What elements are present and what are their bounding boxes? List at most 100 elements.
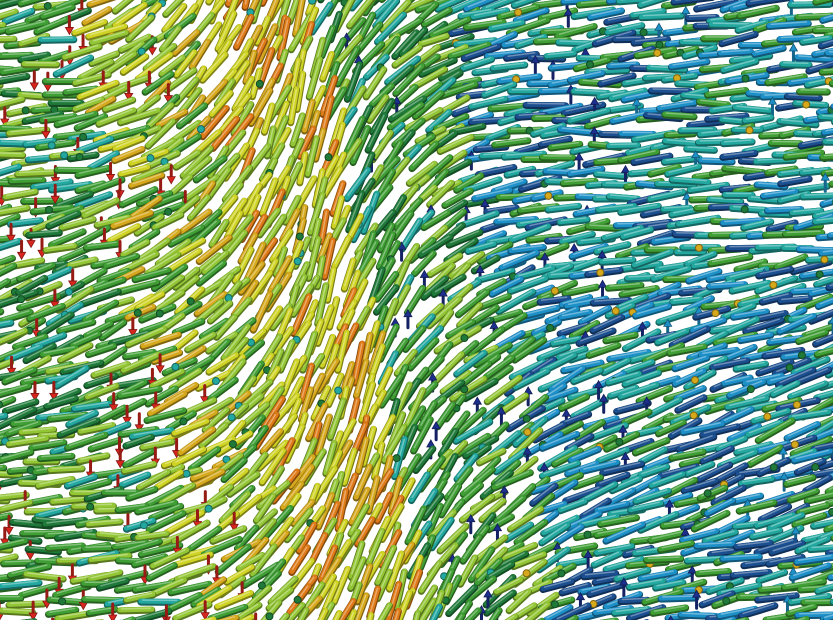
rod-glyph-highlight: [309, 59, 321, 95]
rod-glyph-body: [53, 129, 95, 139]
rod-glyph-body: [610, 111, 648, 124]
rod-glyph-highlight: [433, 18, 468, 34]
rod-glyph-highlight: [138, 54, 170, 77]
rod-glyph-body: [630, 8, 666, 18]
rod-glyph-body: [77, 79, 119, 100]
rod-glyph-highlight: [174, 31, 197, 52]
rod-glyph-highlight: [708, 113, 745, 119]
rod-glyph-body: [62, 43, 102, 60]
sphere-glyph: [211, 377, 220, 386]
rod-glyph-highlight: [437, 114, 466, 128]
rod-glyph-highlight: [485, 0, 508, 8]
sphere-glyph: [550, 286, 559, 295]
arrow-glyph-head: [767, 96, 778, 105]
rod-glyph-highlight: [37, 17, 67, 31]
rod-glyph-body: [720, 0, 754, 12]
rod-glyph-body: [453, 37, 498, 47]
sphere-glyph: [790, 440, 799, 449]
rod-glyph-body: [488, 19, 525, 31]
rod-glyph-highlight: [28, 9, 52, 20]
sphere-glyph: [171, 362, 180, 371]
rod-glyph-body: [609, 87, 648, 101]
sphere-glyph: [60, 151, 69, 160]
rod-glyph-highlight: [236, 16, 252, 45]
rod-glyph-body: [0, 131, 10, 137]
rod-glyph-highlight: [788, 93, 819, 98]
rod-glyph-body: [515, 112, 548, 119]
rod-glyph-highlight: [115, 0, 128, 9]
rod-glyph-highlight: [392, 97, 423, 118]
rod-glyph-highlight: [822, 39, 833, 45]
rod-glyph-highlight: [167, 14, 193, 35]
rod-glyph-highlight: [270, 117, 286, 153]
rod-glyph-body: [490, 61, 528, 71]
rod-glyph-highlight: [0, 152, 22, 155]
rod-glyph-highlight: [245, 51, 255, 80]
rod-glyph-highlight: [0, 88, 17, 92]
rod-glyph-body: [54, 110, 98, 127]
rod-glyph-highlight: [366, 68, 384, 95]
rod-glyph-body: [86, 23, 128, 39]
rod-glyph-body: [787, 75, 825, 85]
rod-glyph-highlight: [58, 112, 94, 124]
rod-glyph-body: [39, 113, 77, 123]
rod-glyph-highlight: [212, 91, 231, 113]
sphere-glyph: [79, 132, 88, 141]
rod-glyph-highlight: [43, 5, 72, 16]
rod-glyph-body: [385, 55, 421, 84]
rod-glyph-body: [735, 19, 769, 33]
rod-glyph-highlight: [740, 5, 776, 15]
rod-glyph-body: [544, 50, 577, 59]
rod-glyph-highlight: [795, 25, 822, 31]
rod-glyph-highlight: [75, 20, 104, 32]
arrow-glyph-head: [64, 27, 75, 36]
rod-glyph-body: [52, 0, 85, 12]
rod-glyph-highlight: [43, 114, 74, 120]
rod-glyph-highlight: [427, 78, 453, 101]
rod-glyph-highlight: [558, 24, 594, 35]
rod-glyph-highlight: [514, 0, 528, 4]
rod-glyph-highlight: [700, 99, 727, 104]
sphere-glyph: [596, 268, 605, 277]
rod-glyph-highlight: [491, 103, 525, 108]
rod-glyph-body: [392, 44, 422, 67]
rod-glyph-body: [0, 87, 21, 95]
rod-glyph-highlight: [0, 97, 22, 105]
rod-glyph-body: [164, 12, 196, 39]
rod-glyph-highlight: [66, 86, 96, 92]
sphere-glyph: [186, 297, 195, 306]
sphere-glyph: [514, 8, 523, 17]
rod-glyph-highlight: [634, 36, 667, 42]
rod-glyph-highlight: [537, 37, 568, 41]
rod-glyph-highlight: [464, 57, 491, 68]
sphere-glyph: [224, 294, 233, 303]
rod-glyph-highlight: [542, 87, 574, 91]
rod-glyph-highlight: [321, 97, 332, 134]
sphere-glyph: [324, 153, 333, 162]
rod-glyph-body: [784, 93, 822, 100]
rod-glyph-highlight: [542, 103, 579, 112]
arrow-glyph-head: [654, 22, 664, 31]
rod-glyph-body: [514, 33, 547, 48]
rod-glyph-body: [705, 87, 749, 97]
rod-glyph-highlight: [672, 59, 706, 66]
rod-glyph-body: [531, 114, 565, 121]
rod-glyph-body: [34, 16, 70, 34]
rod-glyph-highlight: [809, 61, 833, 70]
rod-glyph-body: [426, 109, 452, 132]
sphere-glyph: [769, 281, 778, 290]
rod-glyph-body: [561, 0, 601, 4]
rod-glyph-highlight: [780, 35, 811, 39]
sphere-glyph: [745, 126, 754, 135]
rod-glyph-highlight: [642, 13, 681, 17]
sphere-glyph: [227, 413, 236, 422]
rod-glyph-highlight: [791, 76, 822, 82]
rod-glyph-highlight: [391, 103, 421, 126]
rod-glyph-body: [820, 13, 833, 22]
rod-glyph-body: [82, 6, 112, 25]
sphere-glyph: [655, 40, 664, 49]
rod-glyph-highlight: [162, 56, 183, 73]
rod-glyph-body: [2, 7, 35, 24]
sphere-glyph: [460, 334, 469, 343]
rod-glyph-body: [112, 0, 132, 13]
